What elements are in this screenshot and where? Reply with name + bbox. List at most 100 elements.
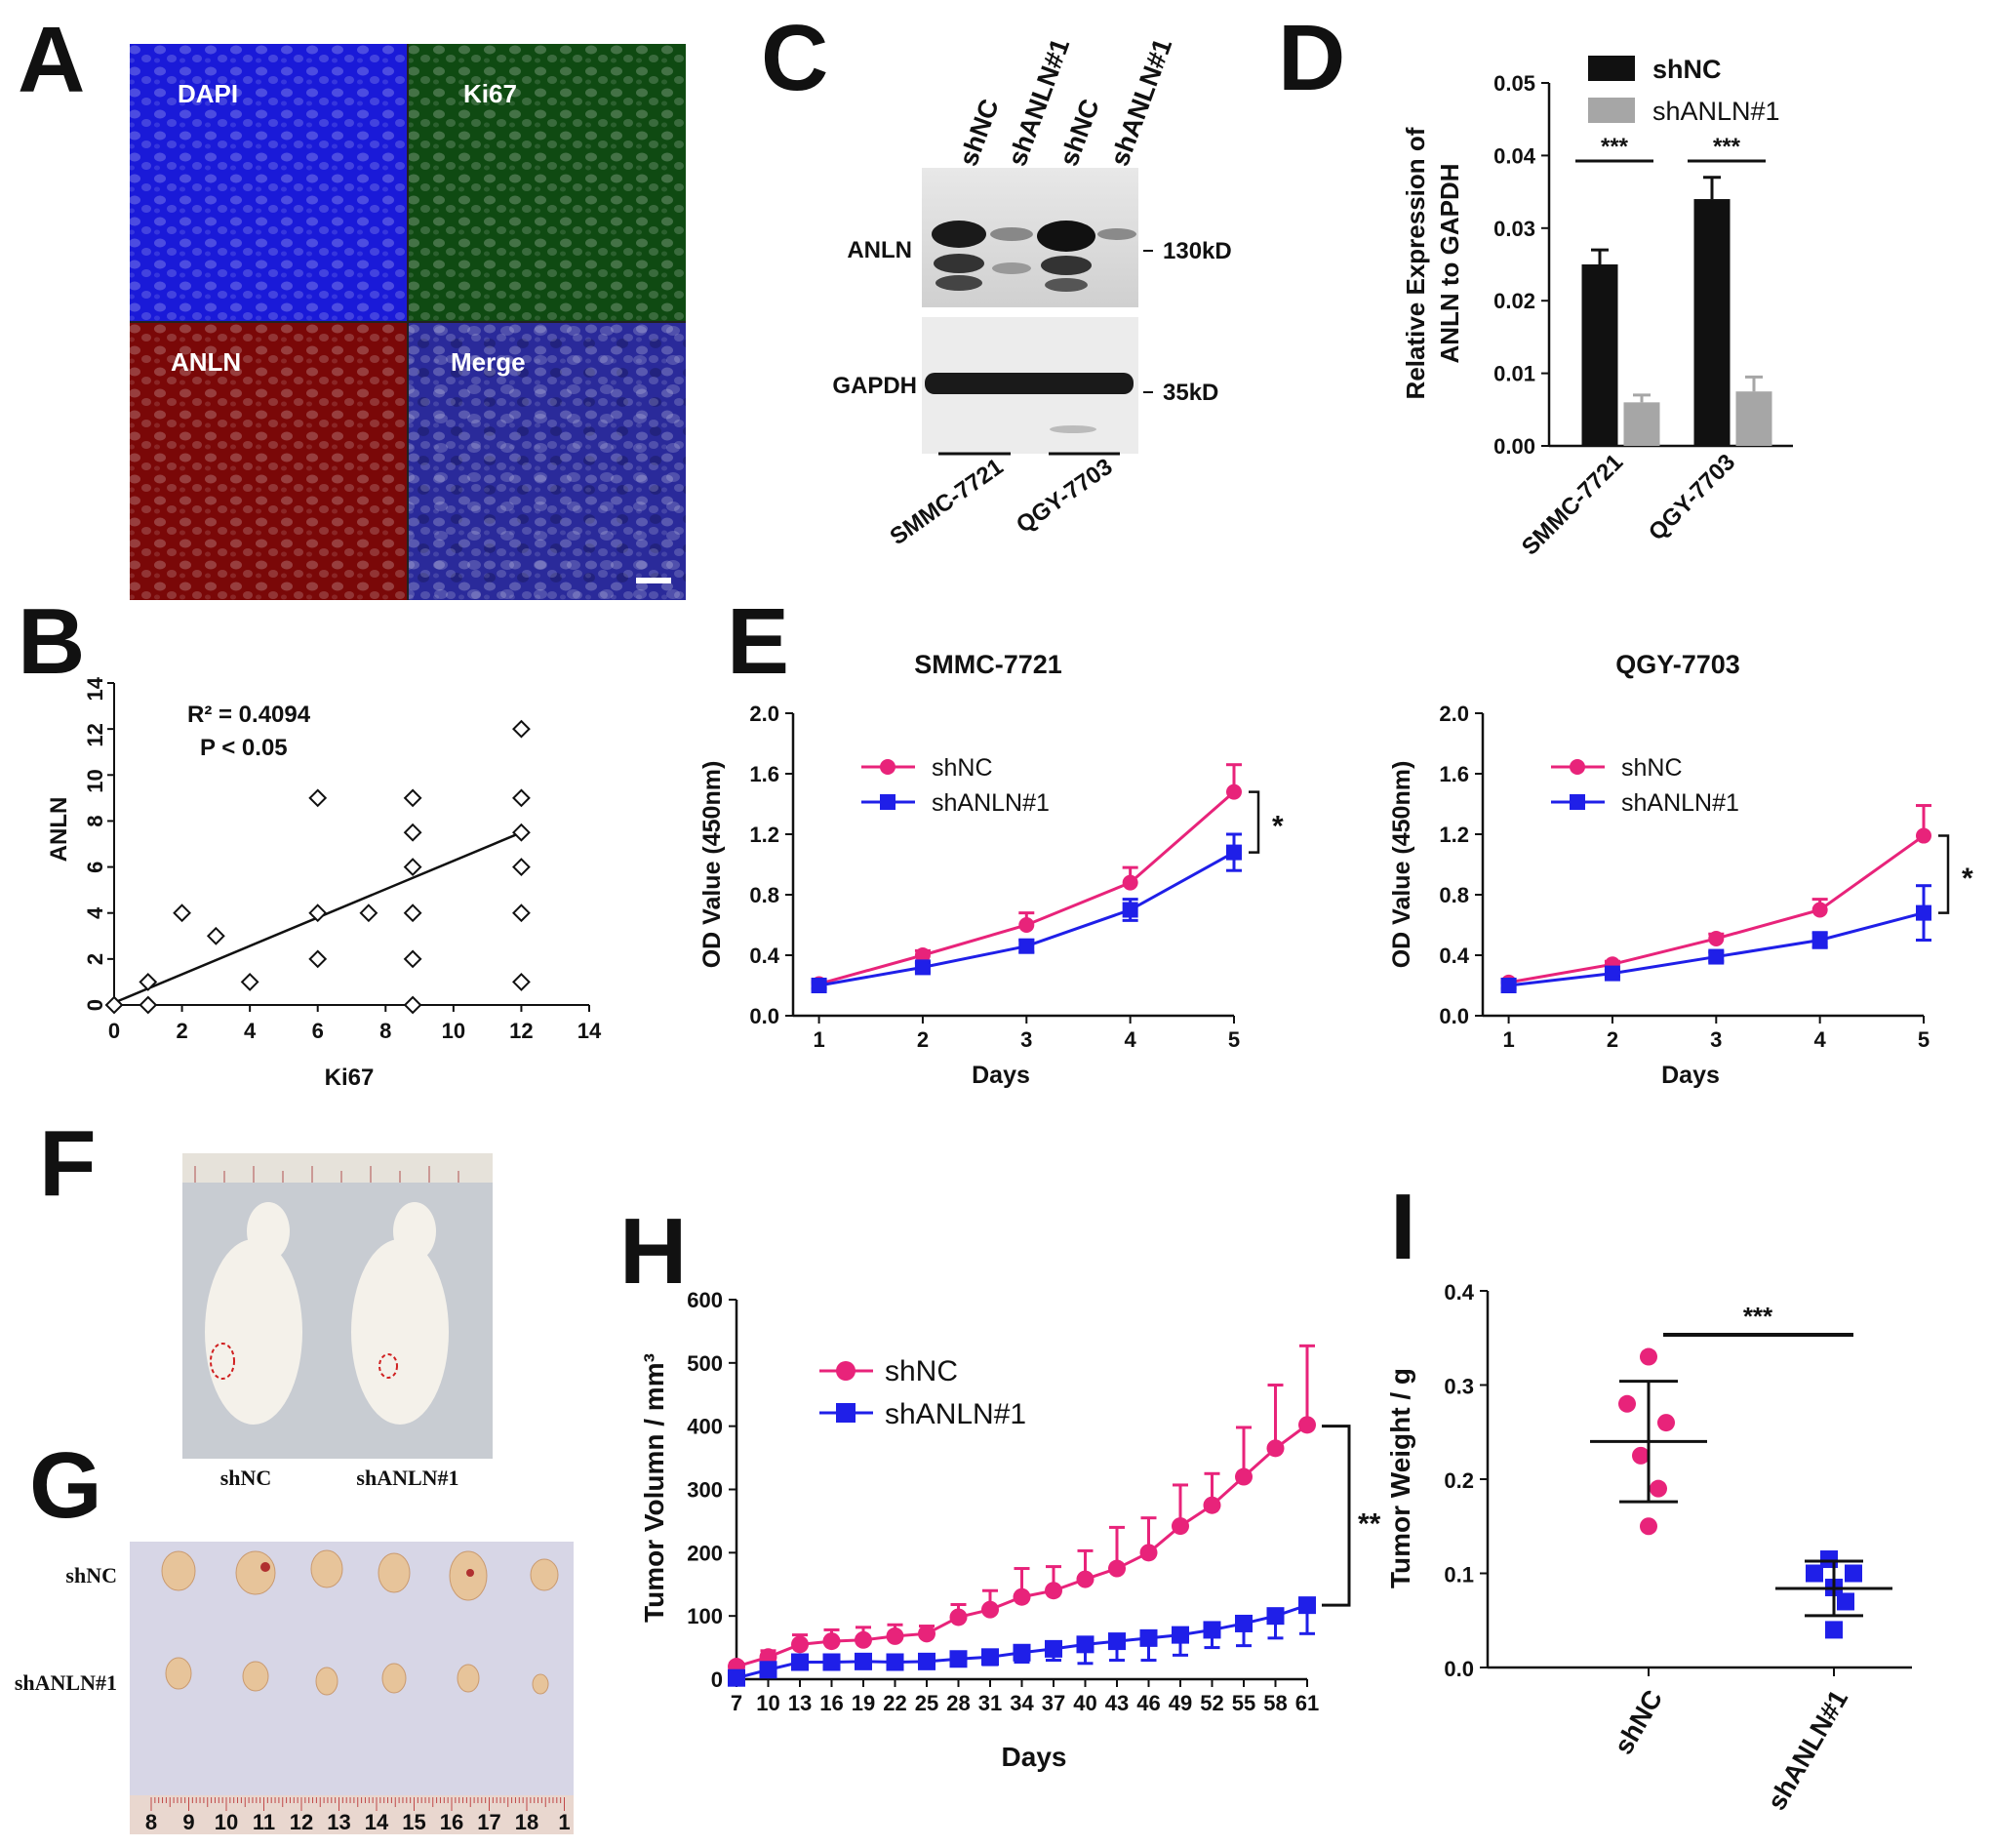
h-legend-label-shnc: shNC bbox=[885, 1355, 958, 1387]
marker-shNC bbox=[1266, 1439, 1285, 1458]
marker-shANLN#1 bbox=[1266, 1607, 1285, 1626]
h-ylabel: Tumor Volumn / mm³ bbox=[639, 1353, 669, 1623]
x-tick-label: 49 bbox=[1169, 1691, 1192, 1715]
e-xlabel: Days bbox=[1661, 1062, 1720, 1089]
y-tick-label: 1.6 bbox=[749, 762, 779, 786]
e-legend-marker-shnc bbox=[1570, 759, 1585, 775]
ruler-number: 9 bbox=[182, 1810, 194, 1834]
d-y-tick-label: 0.01 bbox=[1493, 362, 1535, 386]
panel-label-b: B bbox=[18, 589, 85, 694]
b-y-tick-label: 12 bbox=[83, 723, 107, 746]
marker-shNC bbox=[1139, 1544, 1158, 1562]
panel-label-i: I bbox=[1390, 1175, 1416, 1279]
d-bar bbox=[1581, 264, 1618, 446]
marker-shANLN#1 bbox=[1604, 965, 1620, 982]
b-point bbox=[104, 995, 124, 1015]
d-legend-swatch-shnc bbox=[1588, 56, 1635, 81]
panel-label-d: D bbox=[1278, 6, 1345, 110]
e-ylabel: OD Value (450nm) bbox=[698, 761, 726, 969]
band-label-anln: ANLN bbox=[847, 237, 912, 263]
y-tick-label: 2.0 bbox=[749, 702, 779, 726]
d-legend-swatch-shanln bbox=[1588, 98, 1635, 123]
b-point bbox=[403, 904, 422, 923]
d-y-tick-label: 0.05 bbox=[1493, 71, 1535, 96]
marker-shNC bbox=[1122, 874, 1138, 891]
marker-shNC bbox=[1076, 1570, 1094, 1588]
marker-shNC bbox=[914, 947, 931, 963]
mouse-shanln bbox=[351, 1239, 449, 1425]
i-y-tick-label: 0.4 bbox=[1444, 1280, 1474, 1305]
b-point bbox=[139, 973, 158, 991]
panel-d-bar: 0.00 0.01 0.02 0.03 0.04 0.05 *** SMMC-7721 *** Q… bbox=[1401, 55, 1793, 561]
e-legend-label-shanln: shANLN#1 bbox=[1621, 789, 1739, 817]
ruler-number: 15 bbox=[402, 1810, 425, 1834]
y-tick-label: 0.8 bbox=[749, 883, 779, 907]
lane-label-3: shNC bbox=[1054, 96, 1104, 171]
y-tick-label: 400 bbox=[687, 1415, 723, 1439]
b-point bbox=[359, 904, 378, 923]
d-significance: *** bbox=[1713, 134, 1741, 160]
d-category-label: QGY-7703 bbox=[1644, 449, 1740, 545]
i-point-shnc bbox=[1640, 1347, 1657, 1366]
tumor-photo bbox=[130, 1542, 574, 1834]
b-x-tick-label: 14 bbox=[577, 1019, 602, 1043]
d-legend-label-shnc: shNC bbox=[1652, 55, 1722, 84]
marker-shANLN#1 bbox=[855, 1652, 872, 1670]
h-significance: ** bbox=[1358, 1507, 1381, 1540]
i-point-shanln bbox=[1845, 1564, 1862, 1583]
i-y-tick-label: 0.1 bbox=[1444, 1563, 1474, 1587]
x-tick-label: 19 bbox=[852, 1691, 875, 1715]
i-point-shnc bbox=[1632, 1446, 1650, 1465]
panel-label-c: C bbox=[761, 6, 828, 110]
y-tick-label: 0.8 bbox=[1439, 883, 1469, 907]
ruler-number: 18 bbox=[515, 1810, 538, 1834]
marker-shNC bbox=[1226, 783, 1242, 800]
b-point bbox=[403, 823, 422, 842]
marker-shANLN#1 bbox=[759, 1661, 777, 1679]
b-point bbox=[240, 973, 259, 991]
marker-shANLN#1 bbox=[949, 1650, 968, 1668]
x-tick-label: 22 bbox=[883, 1691, 906, 1715]
i-category-label: shNC bbox=[1609, 1685, 1668, 1759]
panel-e-smmc-line: 0.0 0.4 0.8 1.2 1.6 2.0 1 2 3 4 5 SMMC-7721 Days OD V… bbox=[698, 650, 1284, 1089]
marker-shANLN#1 bbox=[1811, 932, 1828, 948]
panel-g-tumor-photo: shNC shANLN#1 8 9 10 11 12 13 14 15 16 17 18 1 bbox=[15, 1542, 574, 1834]
y-tick-label: 0 bbox=[711, 1667, 723, 1692]
b-y-tick-label: 14 bbox=[83, 676, 107, 701]
e-title: SMMC-7721 bbox=[914, 650, 1062, 679]
b-annotation-p: P < 0.05 bbox=[200, 735, 288, 761]
marker-shANLN#1 bbox=[811, 978, 827, 993]
e-ylabel: OD Value (450nm) bbox=[1388, 761, 1415, 969]
quadrant-label-anln: ANLN bbox=[171, 347, 241, 377]
lane-label-1: shNC bbox=[953, 96, 1004, 171]
x-tick-label: 1 bbox=[813, 1027, 824, 1052]
marker-shANLN#1 bbox=[981, 1648, 999, 1667]
marker-shNC bbox=[1708, 930, 1725, 946]
b-x-tick-label: 2 bbox=[176, 1019, 187, 1043]
marker-shNC bbox=[1298, 1416, 1316, 1434]
panel-label-h: H bbox=[619, 1199, 687, 1304]
marker-shANLN#1 bbox=[791, 1653, 809, 1671]
i-point-shnc bbox=[1657, 1414, 1675, 1432]
b-x-tick-label: 6 bbox=[312, 1019, 324, 1043]
b-x-tick-label: 12 bbox=[509, 1019, 533, 1043]
i-y-tick-label: 0.2 bbox=[1444, 1468, 1474, 1493]
x-tick-label: 37 bbox=[1042, 1691, 1065, 1715]
e-legend-marker-shnc bbox=[880, 759, 896, 775]
d-y-tick-label: 0.03 bbox=[1493, 217, 1535, 241]
marker-35kd: 35kD bbox=[1163, 380, 1218, 406]
x-tick-label: 3 bbox=[1710, 1027, 1722, 1052]
d-bar bbox=[1693, 199, 1731, 446]
h-significance-bracket bbox=[1322, 1425, 1351, 1607]
e-legend-label-shnc: shNC bbox=[1621, 754, 1683, 782]
e-title: QGY-7703 bbox=[1615, 650, 1740, 679]
marker-shANLN#1 bbox=[1203, 1621, 1221, 1639]
b-point bbox=[308, 904, 328, 923]
d-bar bbox=[1623, 402, 1660, 446]
b-y-tick-label: 10 bbox=[83, 769, 107, 792]
panel-f-mouse-photo: shNC shANLN#1 bbox=[182, 1153, 493, 1490]
x-tick-label: 10 bbox=[756, 1691, 779, 1715]
panel-label-e: E bbox=[727, 589, 789, 694]
d-y-tick-label: 0.00 bbox=[1493, 434, 1535, 459]
